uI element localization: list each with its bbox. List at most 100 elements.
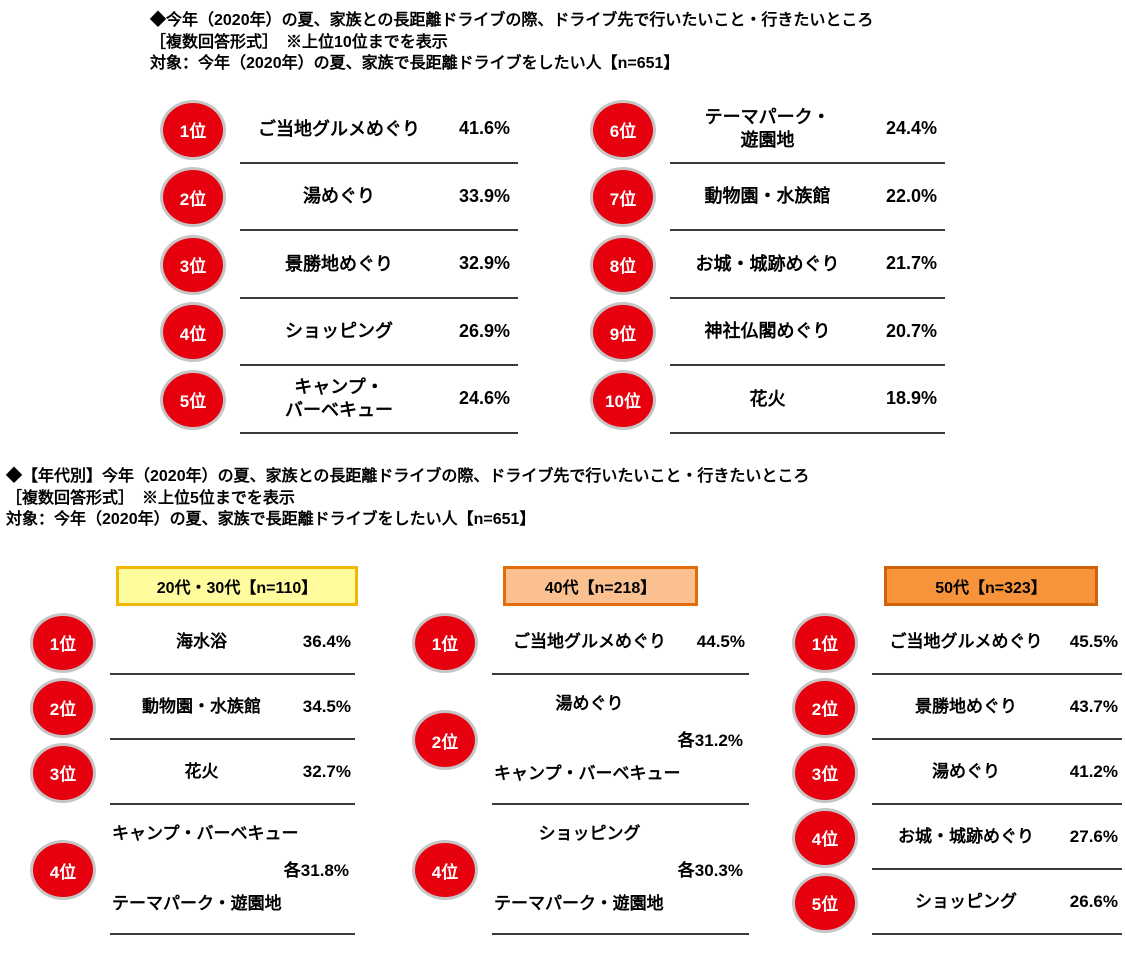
ranking-item-label: 動物園・水族館 [704,186,831,206]
rank-badge: 2位 [412,710,478,770]
ranking-row: 6位 テーマパーク・ 遊園地 24.4% [590,96,945,164]
ranking-row-body: 湯めぐり各31.2% キャンプ・バーベキュー [492,675,749,805]
rank-badge: 1位 [160,99,226,160]
ranking-percent: 26.6% [1069,891,1118,911]
ranking-percent: 27.6% [1069,826,1118,846]
ranking-percent: 43.7% [1069,696,1118,716]
ranking-item-label: 花火 [184,761,219,781]
ranking-item-label: お城・城跡めぐり [898,826,1034,846]
rank-badge: 3位 [792,742,858,803]
ranking-percent: 41.6% [458,118,510,139]
rank-badge: 2位 [30,677,96,738]
overall-ranking-column-6-10: 6位 テーマパーク・ 遊園地 24.4% 7位 動物園・水族館 22.0% 8位 お城・城跡め… [590,96,945,434]
ranking-item-label: ショッピング [538,823,641,843]
ranking-row: 9位 神社仏閣めぐり 20.7% [590,299,945,366]
rank-badge: 2位 [160,167,226,228]
ranking-row: 2位 湯めぐり各31.2% キャンプ・バーベキュー [412,675,749,805]
overall-ranking-column-1-5: 1位 ご当地グルメめぐり 41.6% 2位 湯めぐり 33.9% 3位 景勝地めぐり 32.9%… [160,96,518,434]
ranking-row: 1位 海水浴 36.4% [30,610,355,675]
ranking-row: 8位 お城・城跡めぐり 21.7% [590,231,945,299]
ranking-item-label: キャンプ・ バーベキュー [285,377,393,420]
ranking-row: 4位 お城・城跡めぐり 27.6% [792,805,1122,870]
rank-badge: 1位 [412,612,478,673]
ranking-row: 2位 景勝地めぐり 43.7% [792,675,1122,740]
section2-subtitle: ［複数回答形式］ ※上位5位までを表示 [6,489,295,507]
ranking-row-body: 動物園・水族館 22.0% [670,164,945,231]
rank-badge: 4位 [160,302,226,363]
ranking-row-body: ご当地グルメめぐり 45.5% [872,610,1122,675]
rank-badge: 10位 [590,369,656,430]
ranking-row: 5位 キャンプ・ バーベキュー 24.6% [160,366,518,434]
ranking-item-label: テーマパーク・遊園地 [112,894,282,914]
ranking-row-body: 景勝地めぐり 32.9% [240,231,518,299]
ranking-row-body: 海水浴 36.4% [110,610,355,675]
ranking-row: 5位 ショッピング 26.6% [792,870,1122,935]
rank-badge: 2位 [792,677,858,738]
ranking-item-label: キャンプ・バーベキュー [494,764,681,784]
rank-badge: 4位 [412,840,478,900]
ranking-row: 7位 動物園・水族館 22.0% [590,164,945,231]
ranking-row: 3位 花火 32.7% [30,740,355,805]
ranking-percent: 18.9% [885,388,937,409]
ranking-item-label: ショッピング [285,321,393,341]
rank-badge: 9位 [590,302,656,363]
section1-subtitle: ［複数回答形式］ ※上位10位までを表示 [150,33,448,51]
rank-badge: 4位 [30,840,96,900]
ranking-row-body: 動物園・水族館 34.5% [110,675,355,740]
ranking-percent: 33.9% [458,185,510,206]
ranking-row-body: お城・城跡めぐり 21.7% [670,231,945,299]
rank-badge: 1位 [30,612,96,673]
ranking-row: 3位 湯めぐり 41.2% [792,740,1122,805]
ranking-row-body: ご当地グルメめぐり 44.5% [492,610,749,675]
ranking-percent: 24.4% [885,118,937,139]
ranking-item-label: ご当地グルメめぐり [258,118,420,139]
ranking-row: 2位 湯めぐり 33.9% [160,164,518,231]
ranking-item-label: ご当地グルメめぐり [513,631,666,651]
section1-title: ◆今年（2020年）の夏、家族との長距離ドライブの際、ドライブ先で行いたいこと・… [150,12,874,29]
ranking-row: 2位 動物園・水族館 34.5% [30,675,355,740]
ranking-percent: 45.5% [1069,631,1118,651]
ranking-row: 4位 キャンプ・バーベキュー 各31.8% テーマパーク・遊園地 [30,805,355,935]
rank-badge: 8位 [590,234,656,295]
ranking-row-body: ショッピング 各30.3% テーマパーク・遊園地 [492,805,749,935]
rank-badge: 4位 [792,807,858,868]
rank-badge: 3位 [30,742,96,803]
ranking-row-body: テーマパーク・ 遊園地 24.4% [670,96,945,164]
age-group-header-40s: 40代【n=218】 [503,566,698,606]
ranking-item-label: ショッピング [915,891,1017,911]
ranking-percent: 41.2% [1069,761,1118,781]
ranking-row-body: 湯めぐり 41.2% [872,740,1122,805]
ranking-row: 4位 ショッピング 各30.3% テーマパーク・遊園地 [412,805,749,935]
ranking-row: 1位 ご当地グルメめぐり 41.6% [160,96,518,164]
ranking-row-body: 湯めぐり 33.9% [240,164,518,231]
ranking-row-body: ショッピング 26.6% [872,870,1122,935]
ranking-item-label: 湯めぐり [303,186,375,206]
ranking-percent: 44.5% [696,631,745,651]
ranking-item-label: 動物園・水族館 [142,696,261,716]
ranking-item-label: テーマパーク・遊園地 [494,894,664,914]
ranking-percent: 各31.2% [677,731,743,751]
section1-target: 対象：今年（2020年）の夏、家族で長距離ドライブをしたい人【n=651】 [150,55,680,72]
ranking-percent: 32.9% [458,253,510,274]
ranking-item-label: 湯めぐり [555,693,624,713]
ranking-row-body: キャンプ・バーベキュー 各31.8% テーマパーク・遊園地 [110,805,355,935]
rank-badge: 1位 [792,612,858,673]
ranking-percent: 34.5% [302,696,351,716]
ranking-row-body: 花火 18.9% [670,366,945,434]
age-group-header-50s: 50代【n=323】 [884,566,1098,606]
rank-badge: 3位 [160,234,226,295]
ranking-item-label: テーマパーク・ 遊園地 [704,107,831,150]
ranking-percent: 各31.8% [283,861,349,881]
ranking-percent: 21.7% [885,253,937,274]
ranking-item-label: 花火 [749,388,786,409]
ranking-percent: 24.6% [458,388,510,409]
rank-badge: 7位 [590,167,656,228]
ranking-row-body: 花火 32.7% [110,740,355,805]
ranking-item-label: 景勝地めぐり [285,253,393,274]
ranking-column-40s: 1位 ご当地グルメめぐり 44.5% 2位 湯めぐり各31.2% キャンプ・バーベキュー 4… [412,610,749,935]
section2-target: 対象：今年（2020年）の夏、家族で長距離ドライブをしたい人【n=651】 [6,511,536,528]
ranking-row-body: キャンプ・ バーベキュー 24.6% [240,366,518,434]
ranking-item-label: 神社仏閣めぐり [704,321,831,341]
section2-header: ◆【年代別】今年（2020年）の夏、家族との長距離ドライブの際、ドライブ先で行い… [6,466,809,531]
